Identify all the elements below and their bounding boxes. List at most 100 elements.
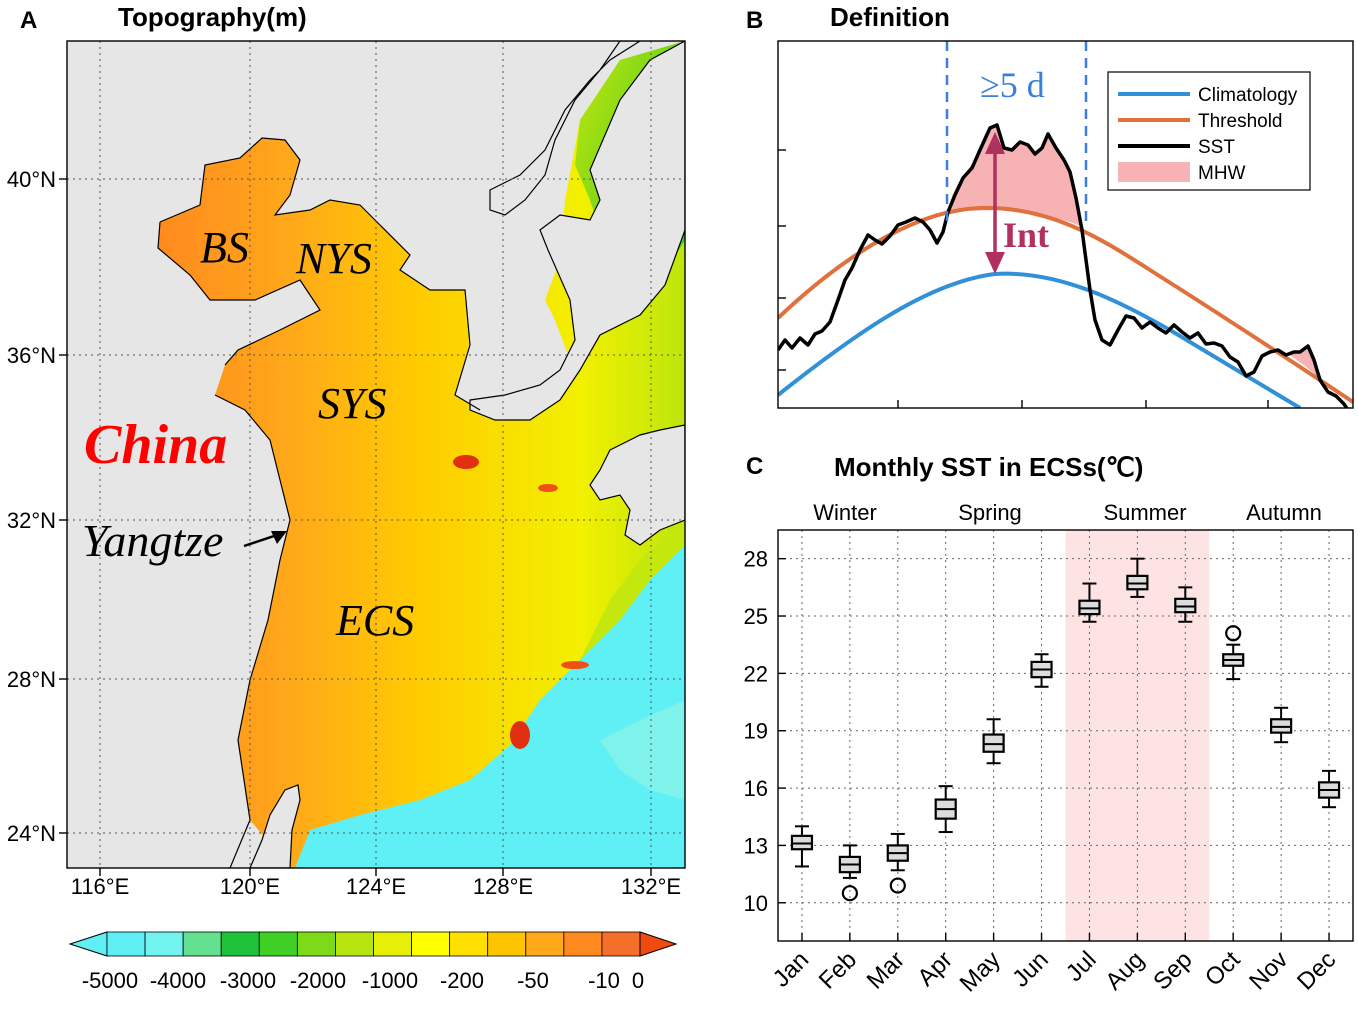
season-winter: Winter bbox=[813, 500, 877, 525]
colorbar-segment bbox=[182, 931, 222, 957]
c-ytick-label: 19 bbox=[744, 719, 768, 744]
legend-sst: SST bbox=[1198, 137, 1235, 158]
label-china: China bbox=[84, 414, 227, 476]
panel-b: B Definition ≥5 d Int bbox=[746, 2, 1354, 409]
box-apr bbox=[934, 785, 957, 834]
threshold-curve bbox=[778, 205, 1353, 404]
colorbar-tick-label: -10 bbox=[588, 968, 620, 993]
panel-b-frame bbox=[777, 40, 1354, 409]
panel-c-yticks: 10 13 16 19 22 25 28 bbox=[744, 547, 786, 916]
box-outlier bbox=[889, 877, 906, 894]
lon-tick-label: 116°E bbox=[71, 874, 130, 899]
map-grid bbox=[67, 41, 685, 868]
colorbar-segment bbox=[601, 931, 641, 957]
lon-tick-label: 120°E bbox=[220, 874, 280, 899]
korea-south-land bbox=[469, 41, 685, 421]
label-yangtze: Yangtze bbox=[82, 515, 223, 566]
colorbar-tick-label: -200 bbox=[440, 968, 484, 993]
box-jul bbox=[1078, 582, 1101, 623]
colorbar-max-arrow bbox=[639, 931, 678, 957]
colorbar-segment bbox=[525, 931, 565, 957]
c-xtick-label: Oct bbox=[1200, 946, 1246, 992]
label-sys: SYS bbox=[318, 379, 386, 428]
taiwan-land bbox=[249, 784, 301, 868]
japan-land bbox=[589, 424, 685, 546]
box-mar bbox=[886, 832, 909, 894]
colorbar-segment bbox=[296, 931, 336, 957]
c-ytick-label: 25 bbox=[744, 604, 768, 629]
colorbar-tick-label: -2000 bbox=[290, 968, 346, 993]
colorbar-segment bbox=[335, 931, 374, 957]
label-bs: BS bbox=[200, 223, 249, 272]
c-xtick-label: Nov bbox=[1244, 946, 1293, 995]
c-xtick-label: Feb bbox=[814, 946, 862, 994]
colorbar-segment bbox=[220, 931, 260, 957]
deep-ocean bbox=[295, 545, 685, 868]
label-ecs: ECS bbox=[335, 596, 414, 645]
colorbar-tick-label: -1000 bbox=[362, 968, 418, 993]
c-xtick-label: Aug bbox=[1100, 946, 1149, 995]
panel-b-legend: Climatology Threshold SST MHW bbox=[1107, 71, 1311, 191]
panel-c: C Monthly SST in ECSs(℃) Winter Spring S… bbox=[744, 452, 1354, 997]
box-sep bbox=[1174, 586, 1197, 623]
colorbar-segment bbox=[373, 931, 412, 957]
colorbar-segment bbox=[563, 931, 603, 957]
box-aug bbox=[1126, 557, 1149, 598]
c-xtick-label: May bbox=[955, 946, 1006, 997]
colorbar: -5000 -4000 -3000 -2000 -1000 -200 -50 -10 0 bbox=[68, 931, 678, 993]
c-xtick-label: Jan bbox=[768, 946, 814, 992]
box-may bbox=[982, 718, 1005, 765]
duration-label: ≥5 d bbox=[980, 65, 1045, 105]
legend-climatology: Climatology bbox=[1198, 85, 1298, 106]
panel-b-letter: B bbox=[746, 7, 763, 34]
lat-tick-label: 36°N bbox=[7, 343, 56, 368]
intensity-arrow bbox=[985, 132, 1005, 274]
panel-a-letter: A bbox=[20, 7, 37, 34]
map-lon-ticks: 116°E 120°E 124°E 128°E 132°E bbox=[71, 868, 681, 899]
panel-b-ticks bbox=[778, 149, 1269, 408]
lat-tick-label: 32°N bbox=[7, 508, 56, 533]
box-jun bbox=[1030, 653, 1053, 688]
legend-threshold: Threshold bbox=[1198, 111, 1283, 132]
climatology-curve bbox=[778, 271, 1302, 408]
map-area bbox=[67, 41, 685, 868]
colorbar-segment bbox=[487, 931, 527, 957]
map-lat-ticks: 40°N 36°N 32°N 28°N 24°N bbox=[7, 167, 67, 846]
c-xtick-label: Apr bbox=[912, 946, 958, 992]
shoal-patch bbox=[538, 484, 558, 492]
panel-a-title: Topography(m) bbox=[118, 2, 307, 32]
season-autumn: Autumn bbox=[1246, 500, 1322, 525]
legend-mhw: MHW bbox=[1198, 163, 1246, 184]
panel-c-boxes bbox=[790, 557, 1341, 902]
panel-c-frame bbox=[777, 529, 1354, 942]
shelf-sea bbox=[158, 41, 685, 868]
lat-tick-label: 28°N bbox=[7, 667, 56, 692]
c-xtick-label: Dec bbox=[1292, 946, 1341, 995]
c-xtick-label: Mar bbox=[862, 946, 910, 994]
shoal-patch bbox=[453, 455, 479, 469]
panel-a: A Topography(m) bbox=[7, 2, 686, 993]
panel-c-letter: C bbox=[746, 453, 763, 480]
colorbar-tick-label: -50 bbox=[517, 968, 549, 993]
colorbar-segment bbox=[106, 931, 146, 957]
c-ytick-label: 22 bbox=[744, 661, 768, 686]
colorbar-tick-label: -3000 bbox=[220, 968, 276, 993]
season-summer: Summer bbox=[1103, 500, 1186, 525]
c-xtick-label: Jul bbox=[1061, 946, 1102, 987]
sst-curve bbox=[778, 123, 1349, 408]
yangtze-arrow bbox=[243, 531, 287, 548]
box-dec bbox=[1317, 769, 1341, 809]
season-spring: Spring bbox=[958, 500, 1022, 525]
c-xtick-label: Sep bbox=[1148, 946, 1197, 995]
c-ytick-label: 13 bbox=[744, 833, 768, 858]
legend-swatch-mhw bbox=[1118, 162, 1190, 182]
shoal-patch bbox=[561, 661, 589, 669]
lon-tick-label: 128°E bbox=[473, 874, 533, 899]
box-outlier bbox=[841, 885, 858, 902]
c-ytick-label: 28 bbox=[744, 547, 768, 572]
lon-tick-label: 124°E bbox=[346, 874, 406, 899]
intensity-label: Int bbox=[1003, 215, 1049, 255]
colorbar-tick-label: -5000 bbox=[82, 968, 138, 993]
